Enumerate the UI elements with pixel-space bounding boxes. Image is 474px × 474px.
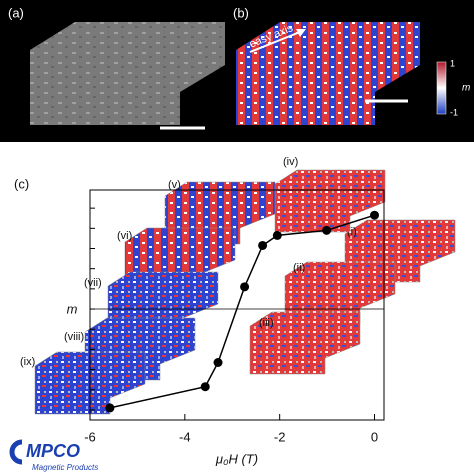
microstructure-b — [236, 22, 420, 125]
colorbar-max: 1 — [450, 58, 455, 68]
state-label: (ii) — [293, 262, 305, 274]
arrow-head — [296, 29, 306, 37]
colorbar-min: -1 — [450, 107, 458, 117]
state-label: (vii) — [84, 277, 102, 289]
state-label: (i) — [347, 226, 357, 238]
plot-frame — [89, 189, 385, 421]
logo-tagline: Magnetic Products — [32, 463, 98, 472]
data-point — [272, 230, 282, 240]
microstructure-a — [30, 22, 225, 125]
state-label: (ix) — [20, 356, 35, 368]
easy-axis-arrow — [249, 31, 301, 53]
state-label: (v) — [168, 179, 181, 191]
x-tick-label: -6 — [84, 429, 96, 444]
data-point — [213, 358, 223, 367]
data-point — [322, 225, 332, 235]
panel-label: (c) — [14, 176, 29, 191]
logo-mark — [9, 439, 23, 465]
colorbar-label: m — [462, 83, 470, 94]
data-point — [258, 240, 268, 250]
magnetization-state — [274, 169, 386, 233]
data-point — [240, 282, 250, 292]
colorbar — [436, 61, 447, 115]
panel-label: (a) — [8, 5, 24, 20]
x-axis-label: μ₀H (T) — [215, 451, 258, 466]
x-tick-label: 0 — [371, 429, 378, 444]
state-label: (iii) — [259, 317, 274, 329]
state-label: (vi) — [117, 230, 132, 242]
series-line — [109, 214, 375, 409]
state-label: (iv) — [283, 156, 298, 168]
magnetization-state — [249, 311, 361, 375]
x-tick-label: -4 — [179, 429, 191, 444]
data-point — [370, 210, 380, 220]
data-point — [200, 382, 210, 392]
state-label: (viii) — [64, 331, 84, 343]
panel-label: (b) — [233, 5, 249, 20]
x-tick-label: -2 — [274, 429, 286, 444]
y-axis-label: m — [67, 301, 78, 316]
logo-name: MPCO — [26, 441, 80, 461]
data-point — [105, 403, 115, 413]
